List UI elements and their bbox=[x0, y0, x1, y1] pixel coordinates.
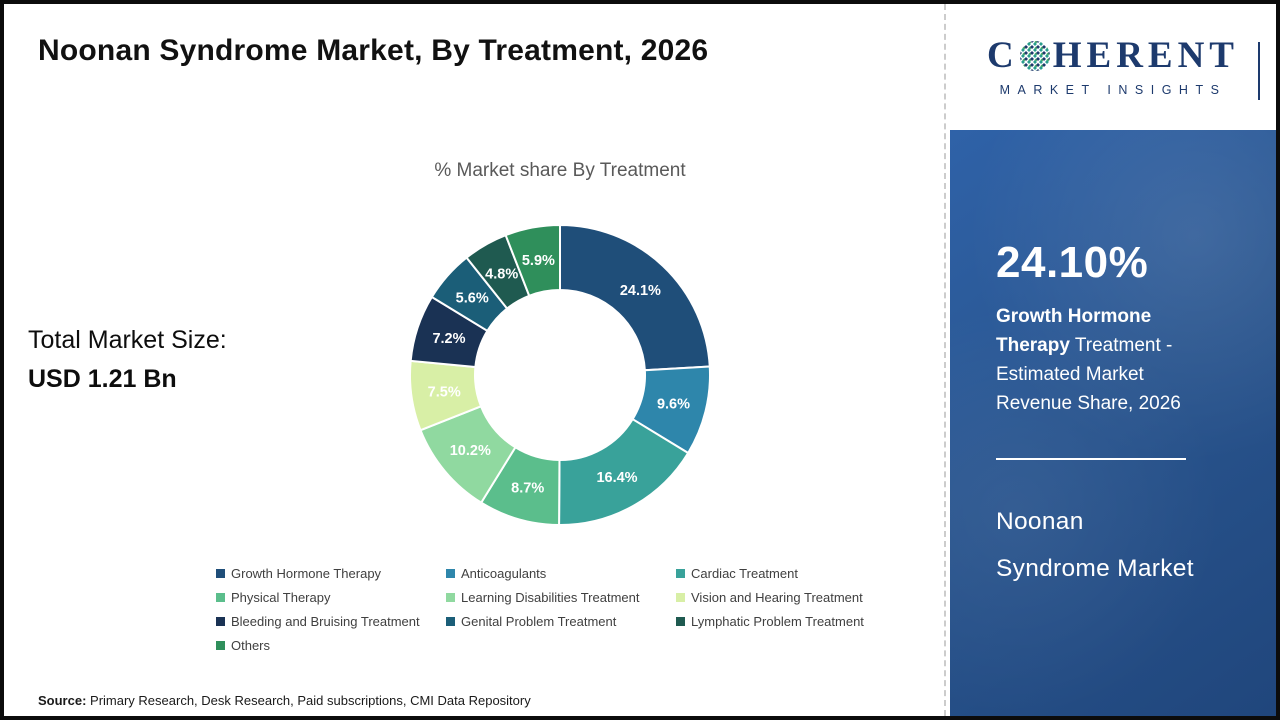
legend-item: Physical Therapy bbox=[216, 590, 446, 605]
globe-dots-icon bbox=[1019, 40, 1050, 71]
source-label: Source: bbox=[38, 693, 87, 708]
legend-label: Genital Problem Treatment bbox=[461, 614, 617, 629]
legend-item: Growth Hormone Therapy bbox=[216, 566, 446, 581]
legend-marker bbox=[446, 617, 455, 626]
donut-data-label: 9.6% bbox=[657, 396, 690, 412]
page-title: Noonan Syndrome Market, By Treatment, 20… bbox=[38, 34, 709, 67]
donut-data-label: 7.2% bbox=[432, 331, 465, 347]
legend-label: Physical Therapy bbox=[231, 590, 331, 605]
donut-data-label: 10.2% bbox=[450, 443, 491, 459]
legend-label: Cardiac Treatment bbox=[691, 566, 798, 581]
legend-marker bbox=[446, 593, 455, 602]
legend-label: Lymphatic Problem Treatment bbox=[691, 614, 864, 629]
dashed-separator bbox=[944, 4, 946, 716]
donut-data-label: 24.1% bbox=[620, 283, 661, 299]
donut-data-label: 4.8% bbox=[485, 267, 518, 283]
highlight-stat-rest: Treatment - Estimated Market Revenue Sha… bbox=[996, 335, 1181, 414]
legend-item: Learning Disabilities Treatment bbox=[446, 590, 676, 605]
panel-market-title-line2: Syndrome Market bbox=[996, 555, 1194, 582]
donut-slice bbox=[504, 223, 561, 298]
highlight-stat-bold: Growth Hormone Therapy bbox=[996, 306, 1152, 356]
legend-label: Vision and Hearing Treatment bbox=[691, 590, 863, 605]
total-market-value: USD 1.21 Bn bbox=[28, 365, 177, 393]
panel-market-title-line1: Noonan bbox=[996, 508, 1084, 535]
brand-logo-wordmark: C HERENT bbox=[987, 37, 1239, 74]
highlight-stat-value: 24.10% bbox=[996, 238, 1149, 287]
legend-label: Growth Hormone Therapy bbox=[231, 566, 382, 581]
legend-marker bbox=[216, 617, 225, 626]
legend-marker bbox=[676, 617, 685, 626]
highlight-side-panel: 24.10% Growth Hormone Therapy Treatment … bbox=[950, 130, 1276, 716]
legend-label: Learning Disabilities Treatment bbox=[461, 590, 640, 605]
legend-item: Vision and Hearing Treatment bbox=[676, 590, 916, 605]
panel-divider-line bbox=[996, 458, 1186, 460]
logo-letter-c: C bbox=[987, 35, 1019, 76]
logo-vertical-bar bbox=[1258, 42, 1260, 100]
panel-market-title: Noonan Syndrome Market bbox=[996, 498, 1194, 592]
donut-data-label: 8.7% bbox=[511, 481, 544, 497]
legend-marker bbox=[216, 569, 225, 578]
highlight-stat-description: Growth Hormone Therapy Treatment - Estim… bbox=[996, 302, 1224, 418]
legend-marker bbox=[446, 569, 455, 578]
legend-marker bbox=[676, 593, 685, 602]
legend-label: Anticoagulants bbox=[461, 566, 547, 581]
donut-chart: 24.1% 9.6% 16.4% 8.7% 10.2% 7.5% 7.2% 5.6% 4.8%5… bbox=[409, 223, 711, 527]
donut-data-label: 7.5% bbox=[428, 385, 461, 401]
legend-marker bbox=[216, 641, 225, 650]
legend-item: Bleeding and Bruising Treatment bbox=[216, 614, 446, 629]
source-text: Primary Research, Desk Research, Paid su… bbox=[86, 693, 531, 708]
chart-heading: % Market share By Treatment bbox=[434, 160, 686, 181]
donut-slice bbox=[559, 223, 711, 372]
legend-marker bbox=[216, 593, 225, 602]
legend-label: Bleeding and Bruising Treatment bbox=[231, 614, 420, 629]
legend-item: Genital Problem Treatment bbox=[446, 614, 676, 629]
donut-data-label: 5.6% bbox=[456, 291, 489, 307]
total-market-label: Total Market Size: bbox=[28, 326, 227, 354]
legend-marker bbox=[676, 569, 685, 578]
donut-data-label: 16.4% bbox=[596, 470, 637, 486]
chart-legend: Growth Hormone Therapy Anticoagulants Card… bbox=[216, 566, 916, 653]
donut-data-label: 5.9% bbox=[522, 253, 555, 269]
legend-item: Anticoagulants bbox=[446, 566, 676, 581]
source-line: Source: Primary Research, Desk Research,… bbox=[38, 693, 531, 708]
legend-item: Others bbox=[216, 638, 446, 653]
logo-letters-rest: HERENT bbox=[1052, 35, 1239, 76]
legend-item: Lymphatic Problem Treatment bbox=[676, 614, 916, 629]
brand-logo-subtitle: MARKET INSIGHTS bbox=[999, 83, 1227, 97]
brand-logo: C HERENT MARKET INSIGHTS bbox=[950, 4, 1276, 130]
legend-label: Others bbox=[231, 638, 271, 653]
total-market-block: Total Market Size: USD 1.21 Bn bbox=[28, 326, 227, 394]
legend-item: Cardiac Treatment bbox=[676, 566, 916, 581]
